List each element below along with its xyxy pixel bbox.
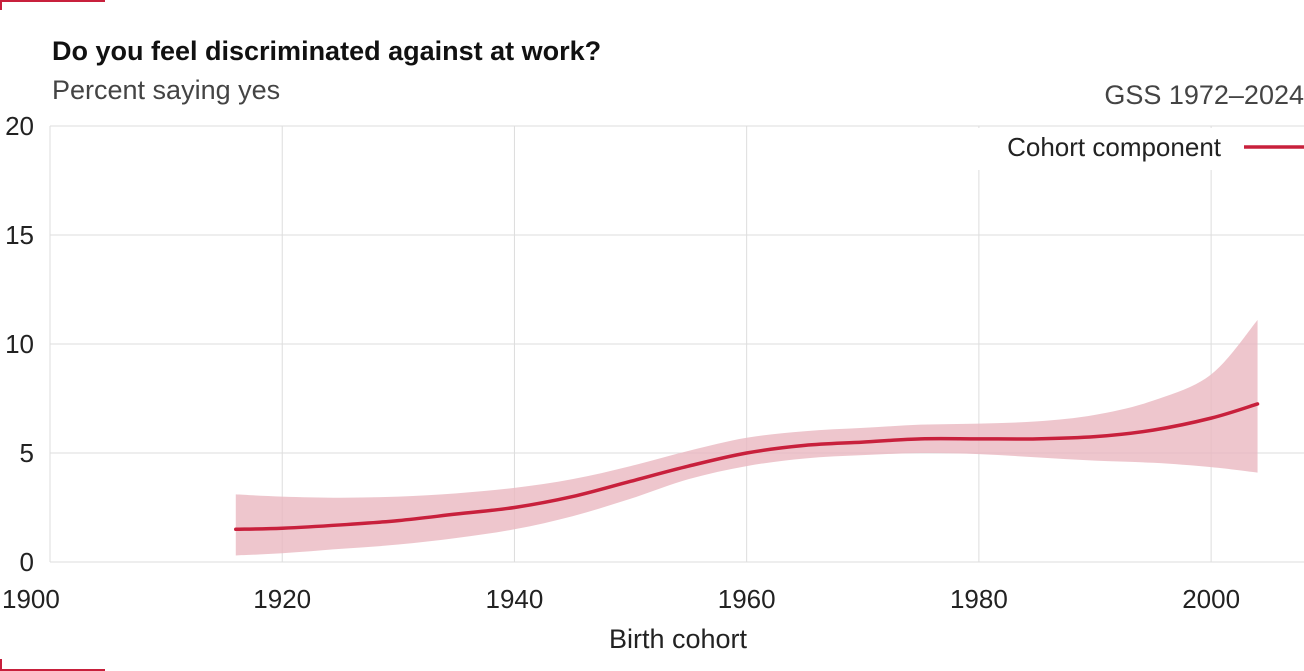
chart-source: GSS 1972–2024 [1104, 80, 1304, 110]
y-tick-label-20: 20 [5, 111, 34, 141]
chart-subtitle: Percent saying yes [52, 75, 281, 105]
y-tick-label-5: 5 [20, 438, 34, 468]
y-tick-label-10: 10 [5, 329, 34, 359]
x-tick-label-1920: 1920 [253, 584, 311, 614]
top-corner-mark [0, 0, 105, 10]
x-tick-label-1980: 1980 [950, 584, 1008, 614]
line-layer [234, 402, 1260, 532]
x-tick-label-1900: 1900 [2, 584, 60, 614]
x-tick-label-2000: 2000 [1182, 584, 1240, 614]
chart-title: Do you feel discriminated against at wor… [52, 36, 602, 66]
legend-label: Cohort component [1007, 132, 1222, 162]
confidence-band [235, 320, 1258, 556]
x-tick-label-1960: 1960 [718, 584, 776, 614]
y-tick-label-0: 0 [20, 547, 34, 577]
legend: Cohort component [966, 128, 1304, 170]
x-tick-label-1940: 1940 [486, 584, 544, 614]
x-axis-label: Birth cohort [609, 624, 748, 654]
tick-layer: 0 5 10 15 20 1900 1920 1940 1960 1980 2000 [2, 111, 1240, 614]
y-tick-label-15: 15 [5, 220, 34, 250]
series-line-cohort-component [234, 402, 1260, 532]
bottom-corner-mark [0, 659, 105, 671]
grid-layer [49, 125, 1304, 563]
legend-background [966, 128, 1304, 170]
band-layer [235, 320, 1258, 556]
